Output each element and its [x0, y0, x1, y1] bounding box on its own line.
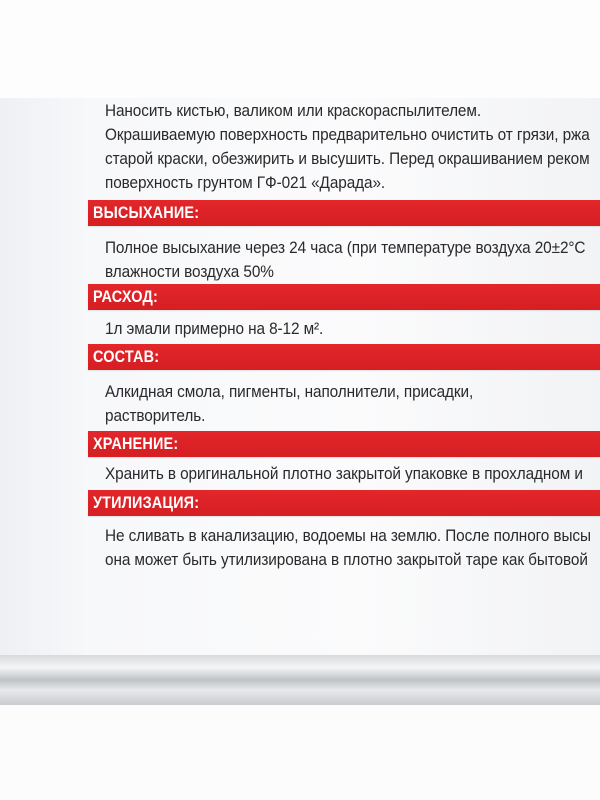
section-title: СОСТАВ:: [93, 347, 160, 366]
intro-line: Окрашиваемую поверхность предварительно …: [105, 126, 590, 144]
background: [0, 705, 600, 800]
section-line: Не сливать в канализацию, водоемы на зем…: [105, 527, 591, 545]
section-title: РАСХОД:: [93, 287, 158, 306]
section-title: ВЫСЫХАНИЕ:: [93, 203, 200, 222]
section-header-composition: СОСТАВ:: [88, 344, 600, 370]
intro-line: Наносить кистью, валиком или краскораспы…: [105, 102, 482, 120]
can-rim: [0, 655, 600, 705]
section-header-storage: ХРАНЕНИЕ:: [88, 431, 600, 457]
section-line: Хранить в оригинальной плотно закрытой у…: [105, 465, 583, 483]
section-header-disposal: УТИЛИЗАЦИЯ:: [88, 490, 600, 516]
section-line: 1л эмали примерно на 8-12 м².: [105, 320, 324, 338]
paint-can-label: [0, 98, 600, 658]
section-line: растворитель.: [105, 407, 206, 425]
intro-line: поверхность грунтом ГФ-021 «Дарада».: [105, 174, 386, 192]
section-header-consumption: РАСХОД:: [88, 284, 600, 310]
intro-line: старой краски, обезжирить и высушить. Пе…: [105, 150, 590, 168]
section-title: ХРАНЕНИЕ:: [93, 434, 179, 453]
section-line: Алкидная смола, пигменты, наполнители, п…: [105, 383, 474, 401]
section-title: УТИЛИЗАЦИЯ:: [93, 493, 200, 512]
section-line: Полное высыхание через 24 часа (при темп…: [105, 239, 586, 257]
section-line: она может быть утилизирована в плотно за…: [105, 551, 588, 569]
section-header-drying: ВЫСЫХАНИЕ:: [88, 200, 600, 226]
section-line: влажности воздуха 50%: [105, 263, 274, 281]
